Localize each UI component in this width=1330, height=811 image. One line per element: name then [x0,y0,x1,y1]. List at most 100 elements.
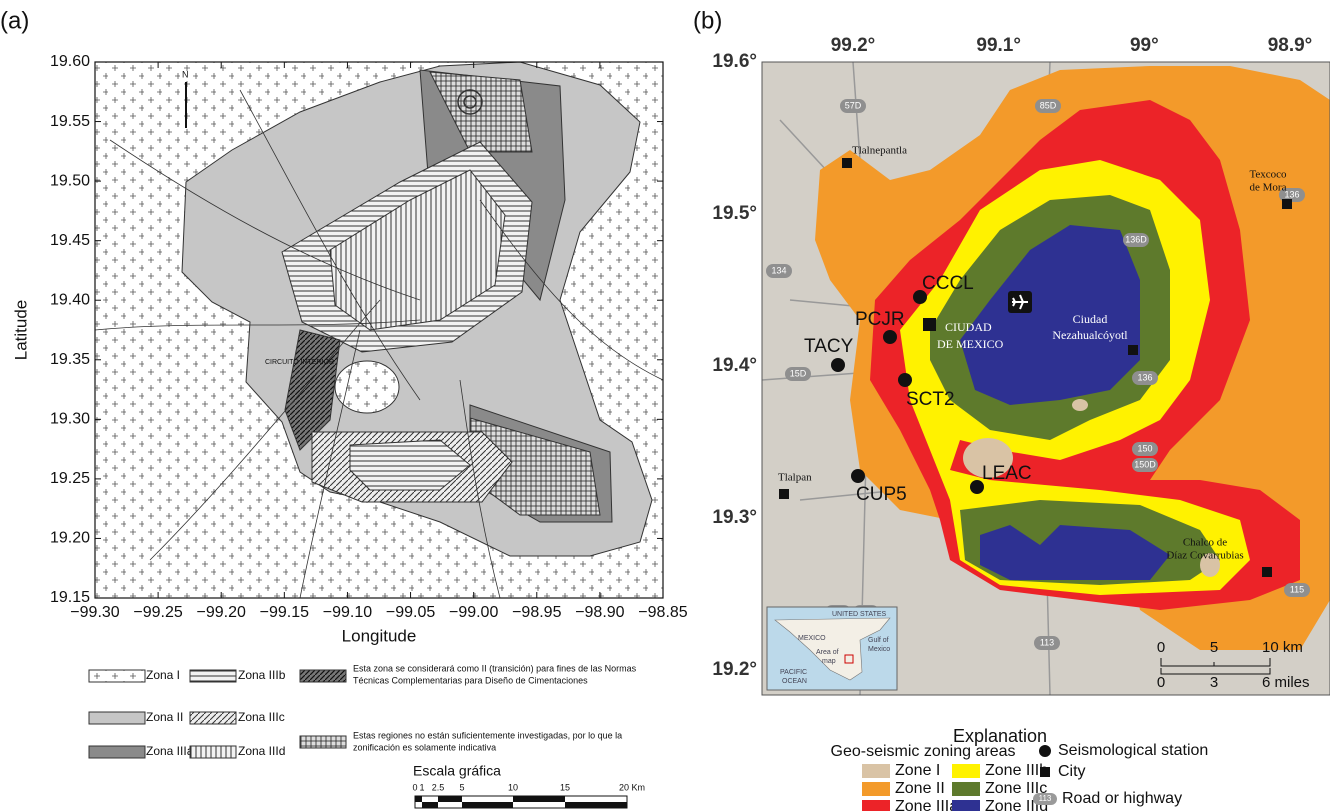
zone-i-area [1072,399,1088,411]
zona-i-area [335,361,399,413]
y-tick-label: 19.20 [50,530,90,547]
station-label: LEAC [982,463,1032,484]
x-tick-label: −99.25 [133,604,182,621]
x-tick-label: −99.00 [449,604,498,621]
legend-swatch [952,782,980,796]
y-tick-label: 19.60 [50,53,90,70]
x-tick-label: −98.95 [512,604,561,621]
legend-label: Zone IIIb [985,762,1048,779]
map-label: CIRCUITO INTERIOR [265,359,334,366]
x-tick-label: 99° [1130,35,1159,56]
scale-label: 20 Km [619,782,645,792]
legend-swatch [190,712,236,724]
scale-label: 15 [560,782,570,792]
road-label: 150 [1137,443,1152,453]
y-tick-label: 19.3° [712,507,757,528]
road-label: 57D [845,100,862,110]
legend-swatch [862,782,890,796]
scale-bar [415,796,627,808]
legend-symbol [1040,767,1050,777]
legend-label: Zona II [146,710,183,724]
legend-swatch [89,746,145,758]
legend-label: Zona IIIc [238,710,285,724]
station-label: SCT2 [906,389,955,410]
legend-label: City [1058,763,1086,780]
legend-label: Zone IIIa [895,798,958,811]
city-label: DE MEXICO [937,337,1004,351]
y-tick-label: 19.45 [50,232,90,249]
y-tick-label: 19.35 [50,351,90,368]
scale-label: 5 [1210,639,1218,656]
legend-label: Zona IIIa [146,744,194,758]
legend-note: Esta zona se considerará como II (transi… [353,663,637,673]
station-label: CCCL [922,273,974,294]
road-label: 15D [790,368,807,378]
road-label: 134 [771,265,786,275]
x-tick-label: −99.20 [197,604,246,621]
legend-label: Zone I [895,762,940,779]
legend-note: Técnicas Complementarias para Diseño de … [353,675,588,685]
y-tick-label: 19.4° [712,355,757,376]
city-label: Ciudad [1073,312,1108,326]
inset-label: Mexico [868,646,890,653]
station-label: CUP5 [856,484,907,505]
inset-label: Area of [816,649,839,656]
legend-swatch [89,712,145,724]
station-label: PCJR [855,309,905,330]
legend-symbol [1039,745,1051,757]
legend-label: Seismological station [1058,742,1208,759]
y-tick-label: 19.30 [50,411,90,428]
road-label: 150D [1134,459,1156,469]
inset-label: Gulf of [868,637,889,644]
legend-label: Zona IIId [238,744,285,758]
panel-a: (a) N CIRCUITO INTERIOR −99.30−99.25−99.… [0,7,688,808]
figure: (a) N CIRCUITO INTERIOR −99.30−99.25−99.… [0,0,1330,811]
map-label: N [182,69,189,79]
road-label: 113 [1040,637,1054,647]
legend-swatch [190,746,236,758]
scale-label: 2.5 [432,782,445,792]
legend-note: Estas regiones no están suficientemente … [353,730,622,740]
legend-label: Zona IIIb [238,668,286,682]
map-b: 57D85D134136D13613615D150150D9595D113115… [762,62,1330,695]
airport-icon [1008,291,1032,313]
legend-road-icon: 113 [1039,794,1052,803]
legend: Zone IZone IIZone IIIaZone IIIbZone IIIc… [862,762,1048,811]
y-tick-label: 19.40 [50,291,90,308]
y-tick-label: 19.55 [50,113,90,130]
panel-label: (a) [0,7,29,34]
panel-label: (b) [693,7,722,34]
x-tick-label: 98.9° [1268,35,1313,56]
y-tick-label: 19.25 [50,470,90,487]
inset-label: OCEAN [782,678,807,685]
road-label: 115 [1290,584,1304,594]
city-label: Díaz Covarrubias [1166,550,1243,562]
inset-label: UNITED STATES [832,611,887,618]
scale-label: 6 miles [1262,674,1310,691]
y-tick-label: 19.5° [712,203,757,224]
y-tick-label: 19.15 [50,589,90,606]
x-tick-label: −99.05 [386,604,435,621]
road-label: 85D [1040,100,1057,110]
y-tick-label: 19.6° [712,51,757,72]
x-tick-label: −98.85 [638,604,687,621]
road-label: 136 [1284,189,1299,199]
legend-swatch [952,800,980,811]
x-tick-label: −99.10 [323,604,372,621]
inset-label: MEXICO [798,635,826,642]
city-label: Nezahualcóyotl [1052,328,1128,342]
scale-label: 0 [1157,639,1165,656]
x-tick-label: −99.15 [260,604,309,621]
x-axis-title: Longitude [342,626,417,645]
x-tick-label: 99.1° [976,35,1021,56]
city-label: de Mora [1250,182,1287,194]
legend-label: Zona I [146,668,180,682]
y-tick-label: 19.50 [50,172,90,189]
x-tick-label: 99.2° [831,35,876,56]
scale-label: 5 [459,782,464,792]
city-label: CIUDAD [945,320,992,334]
y-tick-label: 19.2° [712,659,757,680]
legend-label: Zone II [895,780,945,797]
legend-swatch [952,764,980,778]
legend-label: Road or highway [1062,790,1182,807]
